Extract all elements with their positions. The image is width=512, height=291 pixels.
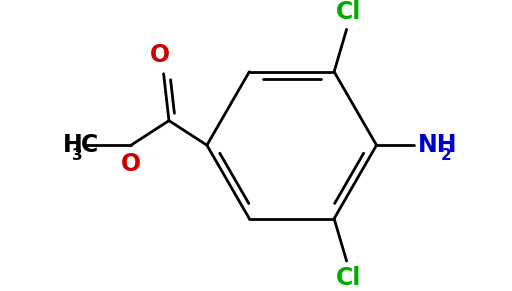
Text: 3: 3 <box>72 148 82 162</box>
Text: NH: NH <box>418 133 458 157</box>
Text: Cl: Cl <box>336 0 361 24</box>
Text: O: O <box>121 152 141 176</box>
Text: C: C <box>81 133 98 157</box>
Text: Cl: Cl <box>336 266 361 290</box>
Text: 2: 2 <box>441 148 452 162</box>
Text: H: H <box>63 133 83 157</box>
Text: O: O <box>150 43 170 67</box>
